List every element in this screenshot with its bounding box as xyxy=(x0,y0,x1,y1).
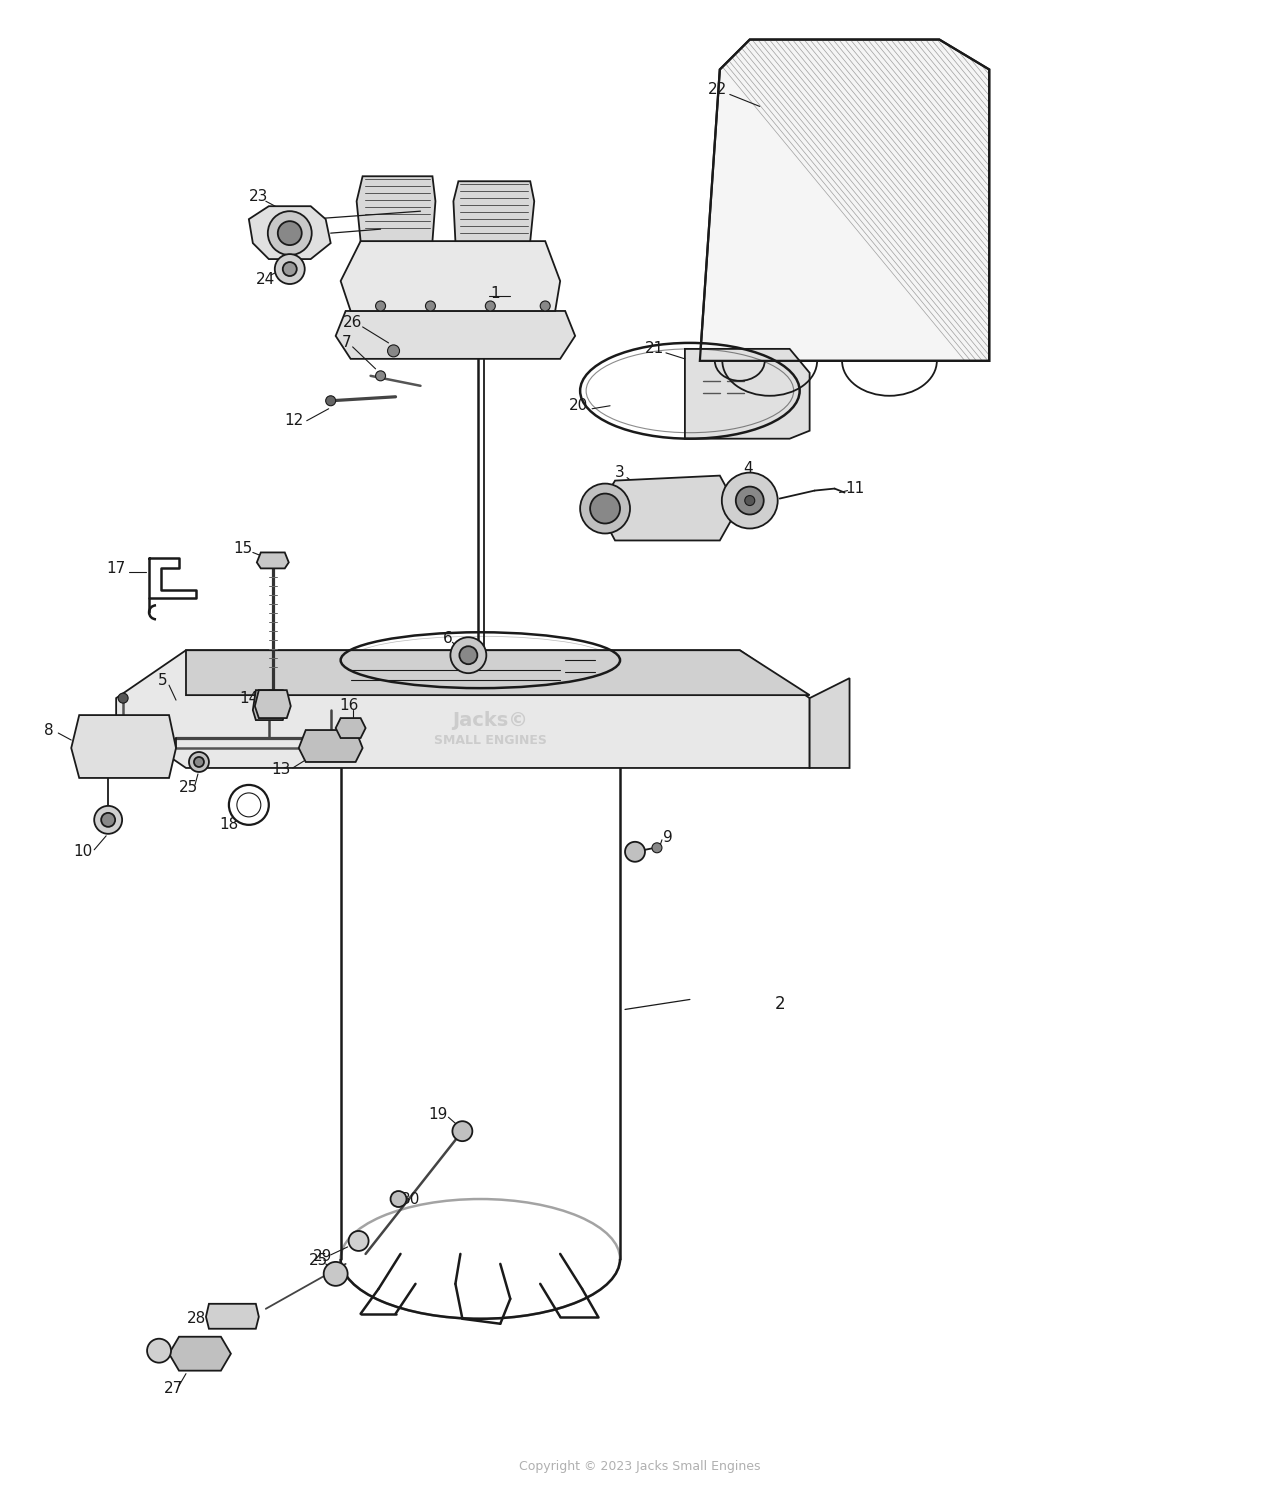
Circle shape xyxy=(282,262,296,276)
Text: 3: 3 xyxy=(615,464,625,480)
Text: 30: 30 xyxy=(401,1191,420,1206)
Polygon shape xyxy=(357,176,436,241)
Text: 28: 28 xyxy=(188,1312,207,1326)
Circle shape xyxy=(101,813,115,826)
Circle shape xyxy=(277,222,302,246)
Circle shape xyxy=(541,302,551,311)
Circle shape xyxy=(376,371,386,382)
Text: 4: 4 xyxy=(743,461,753,477)
Text: 9: 9 xyxy=(663,831,672,846)
Circle shape xyxy=(189,752,208,772)
Text: 5: 5 xyxy=(158,673,167,688)
Text: 15: 15 xyxy=(234,541,253,556)
Circle shape xyxy=(452,1122,473,1142)
Polygon shape xyxy=(257,552,289,569)
Circle shape xyxy=(580,484,630,534)
Polygon shape xyxy=(336,718,366,737)
Polygon shape xyxy=(685,348,810,439)
Circle shape xyxy=(652,843,662,854)
Polygon shape xyxy=(253,691,286,721)
Circle shape xyxy=(391,1191,406,1206)
Circle shape xyxy=(349,1231,368,1252)
Text: 25: 25 xyxy=(179,781,198,795)
Circle shape xyxy=(326,395,336,406)
Circle shape xyxy=(426,302,436,311)
Circle shape xyxy=(459,647,478,664)
Circle shape xyxy=(229,786,268,825)
Polygon shape xyxy=(206,1304,259,1329)
Text: 11: 11 xyxy=(845,481,864,496)
Text: Jacks©: Jacks© xyxy=(452,710,528,730)
Circle shape xyxy=(194,757,204,768)
Circle shape xyxy=(95,805,123,834)
Circle shape xyxy=(118,694,128,703)
Circle shape xyxy=(376,302,386,311)
Circle shape xyxy=(387,345,400,357)
Circle shape xyxy=(722,472,778,528)
Text: 14: 14 xyxy=(239,691,258,706)
Circle shape xyxy=(486,302,496,311)
Circle shape xyxy=(450,638,487,673)
Text: 1: 1 xyxy=(491,285,500,300)
Circle shape xyxy=(268,211,312,255)
Polygon shape xyxy=(598,475,737,540)
Polygon shape xyxy=(72,715,176,778)
Text: SMALL ENGINES: SMALL ENGINES xyxy=(435,733,547,746)
Circle shape xyxy=(590,493,620,523)
Text: 27: 27 xyxy=(164,1381,183,1396)
Text: 17: 17 xyxy=(106,561,125,576)
Polygon shape xyxy=(700,39,989,360)
Polygon shape xyxy=(700,39,989,360)
Text: 29: 29 xyxy=(313,1250,332,1264)
Text: 16: 16 xyxy=(339,698,358,713)
Polygon shape xyxy=(116,650,810,768)
Text: 26: 26 xyxy=(343,315,362,330)
Text: 24: 24 xyxy=(256,271,276,287)
Text: 2: 2 xyxy=(774,995,785,1013)
Text: 22: 22 xyxy=(708,81,727,97)
Polygon shape xyxy=(336,311,575,359)
Circle shape xyxy=(147,1339,171,1363)
Circle shape xyxy=(275,253,304,284)
Polygon shape xyxy=(299,730,363,762)
Text: 23: 23 xyxy=(249,188,268,204)
Text: Copyright © 2023 Jacks Small Engines: Copyright © 2023 Jacks Small Engines xyxy=(519,1460,760,1473)
Text: 7: 7 xyxy=(341,335,351,350)
Text: 10: 10 xyxy=(74,844,93,860)
Circle shape xyxy=(323,1262,348,1286)
Polygon shape xyxy=(254,691,291,718)
Circle shape xyxy=(736,487,764,514)
Polygon shape xyxy=(249,207,331,259)
Circle shape xyxy=(625,841,645,861)
Text: 8: 8 xyxy=(45,722,54,737)
Text: 20: 20 xyxy=(569,398,588,413)
Text: 25: 25 xyxy=(309,1253,328,1268)
Text: 13: 13 xyxy=(271,763,290,778)
Polygon shape xyxy=(169,1336,231,1371)
Circle shape xyxy=(745,496,755,505)
Polygon shape xyxy=(187,650,810,695)
Text: 12: 12 xyxy=(284,413,303,428)
Polygon shape xyxy=(341,241,560,311)
Polygon shape xyxy=(810,679,850,768)
Text: 19: 19 xyxy=(428,1107,449,1122)
Text: 21: 21 xyxy=(645,341,665,356)
Text: 18: 18 xyxy=(220,817,239,832)
Polygon shape xyxy=(454,181,534,241)
Text: 6: 6 xyxy=(442,630,452,645)
